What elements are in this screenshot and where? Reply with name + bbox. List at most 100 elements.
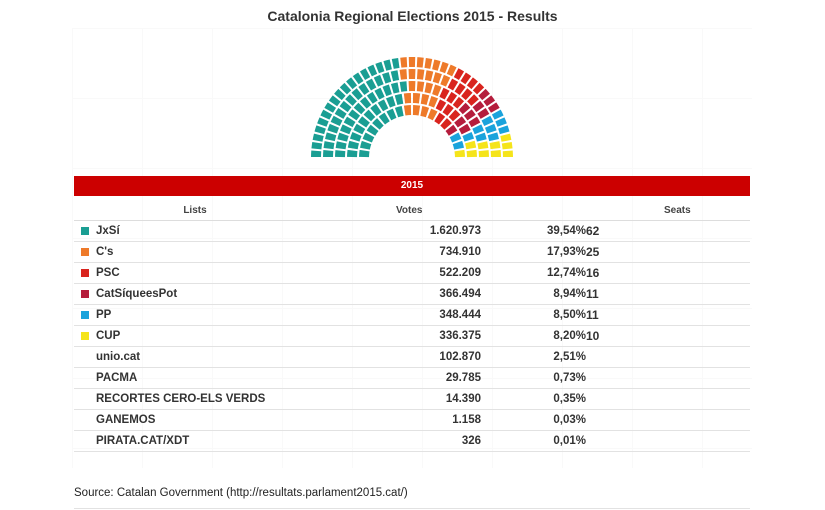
- seats-cell: [586, 409, 750, 431]
- votes-cell: 1.158: [356, 409, 481, 431]
- table-header-row: Lists Votes Seats: [74, 200, 750, 221]
- vote-percentage-cell: 0,73%: [481, 367, 586, 389]
- seat-JxSí: [352, 72, 364, 85]
- votes-cell: 29.785: [356, 367, 481, 389]
- chart-title: Catalonia Regional Elections 2015 - Resu…: [267, 8, 558, 24]
- seat-C's: [432, 72, 442, 84]
- seat-PP: [495, 117, 507, 127]
- table-row: PSC 522.209 12,74% 16: [74, 262, 750, 284]
- seat-C's: [439, 61, 449, 74]
- seat-JxSí: [337, 132, 349, 142]
- seat-CatSíqueesPot: [478, 88, 490, 101]
- seat-CUP: [490, 150, 501, 158]
- seat-CUP: [465, 140, 477, 150]
- seat-JxSí: [340, 124, 352, 135]
- table-row: C's 734.910 17,93% 25: [74, 241, 750, 263]
- seat-JxSí: [373, 74, 384, 87]
- votes-cell: 734.910: [356, 241, 481, 263]
- seat-CatSíqueesPot: [468, 116, 481, 128]
- seat-C's: [446, 64, 457, 77]
- seat-C's: [424, 57, 433, 69]
- seat-PP: [487, 132, 499, 142]
- seat-JxSí: [394, 93, 404, 105]
- table-row: RECORTES CERO-ELS VERDS 14.390 0,35%: [74, 388, 750, 410]
- seat-PSC: [434, 112, 446, 125]
- party-color-swatch: [74, 304, 96, 326]
- list-name: PSC: [96, 262, 356, 284]
- seat-JxSí: [374, 87, 385, 100]
- column-header-seats: Seats: [586, 200, 750, 221]
- seat-JxSí: [391, 57, 400, 69]
- seat-CUP: [489, 141, 501, 150]
- seat-CatSíqueesPot: [458, 123, 471, 135]
- seat-JxSí: [367, 64, 378, 77]
- list-name: CatSíqueesPot: [96, 283, 356, 305]
- seat-CatSíqueesPot: [487, 102, 500, 113]
- seat-C's: [427, 108, 438, 121]
- seat-PSC: [454, 83, 466, 95]
- seat-JxSí: [320, 109, 333, 120]
- seat-PSC: [466, 77, 478, 90]
- seat-JxSí: [385, 95, 396, 108]
- table-row: JxSí 1.620.973 39,54% 62: [74, 220, 750, 242]
- seat-CUP: [502, 150, 513, 158]
- seat-CatSíqueesPot: [472, 100, 485, 113]
- votes-cell: 522.209: [356, 262, 481, 284]
- table-row: PP 348.444 8,50% 11: [74, 304, 750, 326]
- seat-C's: [408, 81, 416, 92]
- party-color-swatch: [74, 367, 96, 389]
- table-row: CatSíqueesPot 366.494 8,94% 11: [74, 283, 750, 305]
- seat-JxSí: [347, 140, 359, 150]
- table-row: CUP 336.375 8,20% 10: [74, 325, 750, 347]
- vote-percentage-cell: 8,20%: [481, 325, 586, 347]
- vote-percentage-cell: 0,01%: [481, 430, 586, 452]
- seat-JxSí: [339, 100, 352, 113]
- seat-JxSí: [323, 150, 334, 158]
- seat-C's: [416, 57, 424, 68]
- seat-PP: [481, 115, 494, 126]
- results-table: Lists Votes Seats JxSí 1.620.973 39,54% 62 C…: [74, 200, 750, 452]
- seat-JxSí: [353, 102, 366, 115]
- seat-JxSí: [314, 125, 326, 135]
- seat-C's: [408, 69, 416, 80]
- seat-JxSí: [363, 109, 376, 122]
- seat-PSC: [440, 118, 452, 130]
- seat-JxSí: [383, 59, 392, 71]
- seat-PP: [472, 124, 484, 135]
- seat-CUP: [466, 149, 477, 158]
- seats-cell: 62: [586, 220, 750, 242]
- seat-JxSí: [323, 141, 335, 150]
- seat-C's: [416, 81, 425, 92]
- seat-C's: [432, 59, 441, 71]
- seat-JxSí: [378, 112, 390, 125]
- seat-JxSí: [324, 102, 337, 113]
- seat-CatSíqueesPot: [458, 102, 471, 115]
- seat-JxSí: [343, 116, 356, 128]
- seat-C's: [412, 93, 421, 104]
- seat-JxSí: [365, 78, 377, 91]
- votes-cell: 1.620.973: [356, 220, 481, 242]
- party-color-swatch: [74, 409, 96, 431]
- votes-cell: 326: [356, 430, 481, 452]
- party-color-swatch: [74, 388, 96, 410]
- seat-JxSí: [327, 123, 340, 134]
- votes-cell: 366.494: [356, 283, 481, 305]
- seat-PP: [491, 109, 504, 120]
- seat-C's: [432, 84, 442, 97]
- seats-cell: 16: [586, 262, 750, 284]
- seat-JxSí: [362, 132, 375, 143]
- seat-JxSí: [345, 94, 357, 106]
- seat-PP: [475, 132, 487, 142]
- seat-JxSí: [325, 132, 337, 142]
- seat-JxSí: [359, 96, 372, 109]
- seats-cell: 11: [586, 283, 750, 305]
- seat-PP: [498, 125, 510, 135]
- seat-JxSí: [311, 150, 322, 158]
- seat-JxSí: [349, 131, 362, 142]
- seat-JxSí: [366, 91, 378, 104]
- seat-C's: [428, 95, 439, 108]
- seat-JxSí: [370, 103, 382, 116]
- seat-JxSí: [359, 68, 371, 81]
- seat-C's: [399, 69, 408, 80]
- seat-PSC: [448, 109, 461, 122]
